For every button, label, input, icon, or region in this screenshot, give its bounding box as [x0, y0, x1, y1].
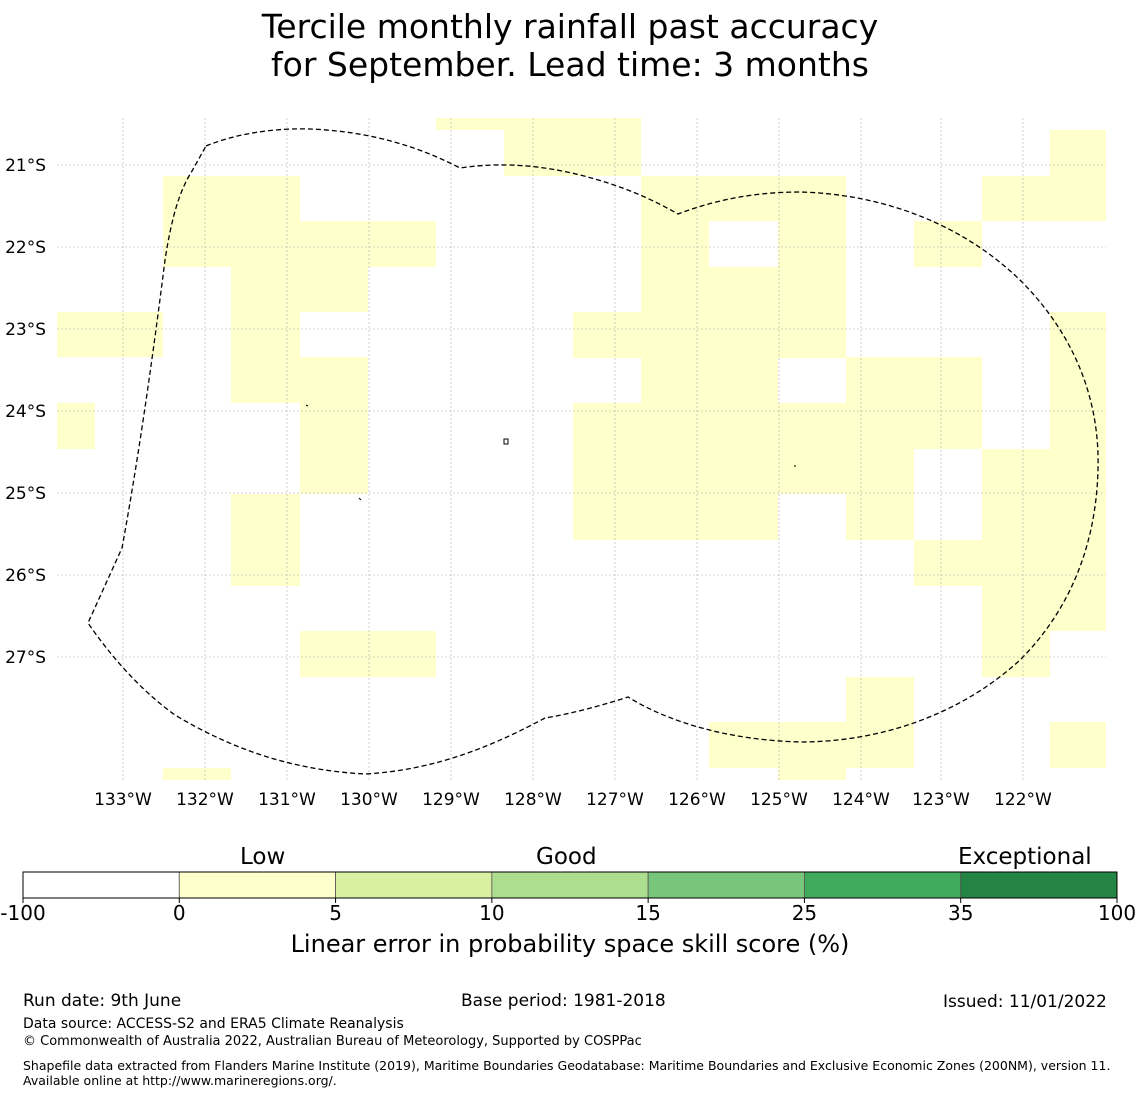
longitude-label: 128°W	[504, 790, 562, 810]
colorbar	[22, 871, 1118, 899]
low-skill-cell	[846, 677, 914, 722]
low-skill-cell	[57, 312, 163, 357]
latitude-label: 26°S	[5, 566, 46, 586]
low-skill-cell	[300, 631, 436, 677]
low-skill-cell	[573, 449, 846, 494]
latitude-label: 25°S	[5, 484, 46, 504]
colorbar-tick-label: 15	[635, 901, 660, 925]
colorbar-tick-label: 0	[173, 901, 186, 925]
colorbar-segment	[804, 871, 962, 899]
low-skill-cell	[846, 357, 982, 403]
low-skill-cell	[573, 312, 846, 358]
low-skill-cell	[300, 221, 436, 267]
skill-cells	[57, 118, 1106, 780]
low-skill-cell	[709, 722, 914, 768]
low-skill-cell	[1050, 312, 1106, 449]
colorbar-tick-label: 25	[792, 901, 817, 925]
low-skill-cell	[1050, 130, 1106, 221]
longitude-label: 133°W	[94, 790, 152, 810]
low-skill-cell	[982, 586, 1106, 631]
low-skill-cell	[846, 494, 914, 540]
colorbar-segment	[647, 871, 805, 899]
colorbar-segment	[178, 871, 336, 899]
latitude-label: 23°S	[5, 320, 46, 340]
low-skill-cell	[778, 768, 846, 780]
title-line-1: Tercile monthly rainfall past accuracy	[261, 7, 879, 46]
issued-date: Issued: 11/01/2022	[943, 992, 1107, 1012]
island-markers	[305, 404, 796, 501]
longitude-label: 132°W	[176, 790, 234, 810]
low-skill-cell	[982, 449, 1106, 540]
base-period: Base period: 1981-2018	[461, 991, 666, 1011]
longitude-label: 129°W	[422, 790, 480, 810]
low-skill-cell	[846, 449, 914, 494]
longitude-label: 123°W	[912, 790, 970, 810]
data-source: Data source: ACCESS-S2 and ERA5 Climate …	[23, 1016, 404, 1032]
latitude-label: 21°S	[5, 156, 46, 176]
low-skill-cell	[641, 357, 778, 403]
chart-title: Tercile monthly rainfall past accuracy f…	[0, 8, 1140, 84]
latitude-label: 22°S	[5, 238, 46, 258]
latitude-labels: 21°S 22°S 23°S 24°S 25°S 26°S 27°S	[5, 156, 46, 668]
low-skill-cell	[231, 312, 300, 403]
low-skill-cell	[982, 176, 1050, 221]
colorbar-outline	[22, 871, 1118, 899]
colorbar-segment	[22, 871, 180, 899]
longitude-label: 125°W	[750, 790, 808, 810]
longitude-label: 122°W	[994, 790, 1052, 810]
gridlines	[57, 118, 1106, 780]
colorbar-segment	[335, 871, 493, 899]
shapefile-credit: Shapefile data extracted from Flanders M…	[23, 1058, 1111, 1088]
low-skill-cell	[300, 357, 368, 494]
latitude-label: 24°S	[5, 402, 46, 422]
longitude-label: 124°W	[832, 790, 890, 810]
colorbar-word-exceptional: Exceptional	[958, 844, 1092, 870]
colorbar-word-low: Low	[240, 844, 286, 870]
colorbar-tick-label: -100	[0, 901, 45, 925]
run-date: Run date: 9th June	[23, 991, 182, 1011]
latitude-label: 27°S	[5, 648, 46, 668]
low-skill-cell	[163, 768, 231, 780]
low-skill-cell	[231, 267, 368, 312]
colorbar-axis-label: Linear error in probability space skill …	[290, 930, 850, 958]
low-skill-cell	[641, 221, 709, 267]
copyright: © Commonwealth of Australia 2022, Austra…	[23, 1034, 642, 1049]
low-skill-cell	[641, 176, 846, 221]
low-skill-cell	[778, 221, 846, 267]
colorbar-tick-label: 100	[1098, 901, 1136, 925]
colorbar-tick-label: 35	[948, 901, 973, 925]
low-skill-cell	[163, 176, 300, 267]
eez-boundary	[87, 128, 1099, 775]
longitude-labels: 133°W 132°W 131°W 130°W 129°W 128°W 127°W 126°W…	[94, 790, 1052, 810]
low-skill-cell	[641, 267, 846, 312]
colorbar-word-good: Good	[536, 844, 597, 870]
colorbar-segment	[960, 871, 1118, 899]
title-line-2: for September. Lead time: 3 months	[271, 45, 869, 84]
colorbar-tick-label: 10	[479, 901, 504, 925]
low-skill-cell	[914, 540, 1106, 586]
longitude-label: 127°W	[586, 790, 644, 810]
longitude-label: 126°W	[668, 790, 726, 810]
low-skill-cell	[573, 494, 778, 540]
longitude-label: 130°W	[340, 790, 398, 810]
low-skill-cell	[573, 403, 982, 449]
colorbar-tick-label: 5	[329, 901, 342, 925]
low-skill-cell	[914, 221, 982, 267]
low-skill-cell	[57, 403, 95, 449]
longitude-label: 131°W	[258, 790, 316, 810]
low-skill-cell	[504, 118, 641, 176]
colorbar-tick-labels: -100 0 5 10 15 25 35 100	[0, 898, 1136, 925]
low-skill-cell	[1050, 722, 1106, 768]
low-skill-cell	[231, 494, 300, 586]
colorbar-segment	[491, 871, 649, 899]
